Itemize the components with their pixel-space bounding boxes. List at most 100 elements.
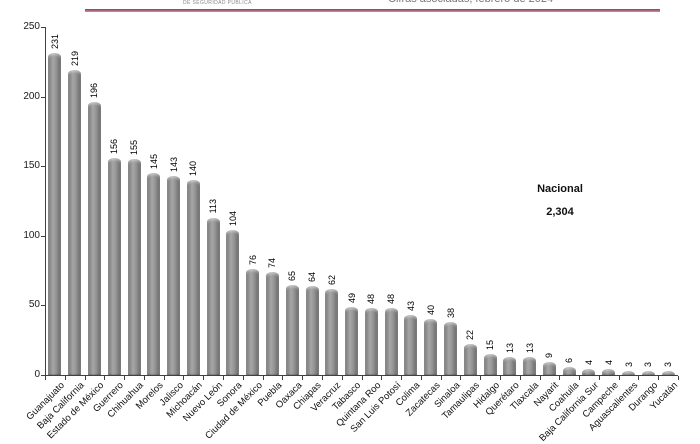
x-tick-mark (302, 376, 304, 380)
y-tick-label: 0 (34, 369, 40, 380)
x-tick-mark (638, 376, 640, 380)
bar (68, 70, 82, 375)
bar (622, 370, 636, 375)
bar-value-label: 6 (564, 357, 575, 363)
y-axis (45, 27, 46, 375)
bar-value-label: 156 (109, 138, 120, 154)
x-tick-mark (420, 376, 422, 380)
bar-value-label: 4 (583, 360, 594, 366)
bar (127, 159, 141, 375)
y-tick-mark (41, 166, 46, 168)
x-tick-mark (401, 376, 403, 380)
bar (444, 322, 458, 375)
x-tick-mark (539, 376, 541, 380)
bar (384, 308, 398, 375)
report-period-caption: Cifras asociadas, febrero de 2024 (388, 0, 553, 5)
x-tick-mark (183, 376, 185, 380)
x-tick-mark (499, 376, 501, 380)
x-tick-mark (84, 376, 86, 380)
bar (641, 370, 655, 375)
bar-value-label: 219 (69, 51, 80, 67)
x-tick-mark (282, 376, 284, 380)
bar (582, 369, 596, 375)
bar (246, 269, 260, 375)
bar-value-label: 65 (287, 270, 298, 281)
x-tick-mark (658, 376, 660, 380)
bar (503, 356, 517, 375)
bar (265, 271, 279, 375)
bar (463, 344, 477, 375)
x-tick-mark (519, 376, 521, 380)
y-tick-label: 100 (23, 229, 40, 241)
y-tick-mark (41, 305, 46, 307)
bar-value-label: 143 (168, 156, 179, 172)
bar (285, 284, 299, 375)
bar (483, 354, 497, 375)
x-tick-mark (618, 376, 620, 380)
bar (107, 157, 121, 375)
y-tick-label: 200 (23, 90, 40, 102)
x-tick-mark (598, 376, 600, 380)
bar (325, 288, 339, 375)
y-tick-label: 250 (23, 21, 40, 32)
x-axis (45, 375, 678, 376)
x-tick-mark (104, 376, 106, 380)
x-tick-mark (440, 376, 442, 380)
x-tick-mark (460, 376, 462, 380)
x-tick-mark (124, 376, 126, 380)
nacional-value: 2,304 (546, 206, 574, 218)
bar (305, 285, 319, 375)
bar (167, 175, 181, 375)
bar-value-label: 155 (129, 140, 140, 156)
bar-value-label: 49 (346, 292, 357, 303)
x-tick-mark (381, 376, 383, 380)
x-tick-mark (163, 376, 165, 380)
x-tick-mark (341, 376, 343, 380)
bar (364, 308, 378, 375)
bar (562, 366, 576, 375)
bar (206, 217, 220, 375)
y-tick-mark (41, 235, 46, 237)
bar-value-label: 4 (603, 360, 614, 366)
y-tick-mark (41, 27, 46, 28)
bar-value-label: 140 (188, 161, 199, 177)
bar (345, 306, 359, 375)
logo-caption: DE SEGURIDAD PÚBLICA (183, 0, 252, 6)
bar (147, 173, 161, 375)
x-tick-mark (361, 376, 363, 380)
bar-value-label: 38 (445, 308, 456, 319)
x-tick-mark (321, 376, 323, 380)
bar-value-label: 3 (623, 361, 634, 367)
x-tick-mark (480, 376, 482, 380)
bar (48, 53, 62, 375)
bar (424, 319, 438, 375)
bar-value-label: 13 (524, 342, 535, 353)
nacional-label: Nacional (537, 183, 583, 195)
bar (186, 180, 200, 375)
y-tick-mark (41, 375, 46, 376)
bar-value-label: 145 (148, 154, 159, 170)
bar-value-label: 231 (49, 34, 60, 50)
nacional-annotation: Nacional 2,304 (505, 183, 615, 218)
bar-value-label: 22 (465, 330, 476, 341)
header-divider-rule (85, 9, 660, 12)
x-tick-mark (678, 376, 679, 380)
x-tick-mark (559, 376, 561, 380)
x-tick-mark (64, 376, 66, 380)
x-tick-mark (223, 376, 225, 380)
bar-value-label: 113 (208, 199, 219, 214)
x-tick-mark (262, 376, 264, 380)
bar-value-label: 196 (89, 83, 100, 99)
x-tick-mark (143, 376, 145, 380)
bar-value-label: 74 (267, 257, 278, 268)
bar-value-label: 43 (405, 301, 416, 312)
x-tick-mark (579, 376, 581, 380)
bar (602, 369, 616, 375)
bar-value-label: 104 (227, 211, 238, 227)
y-tick-label: 50 (28, 299, 40, 311)
bar-value-label: 62 (326, 274, 337, 285)
bar (404, 315, 418, 375)
bar-value-label: 3 (643, 361, 654, 367)
bar-value-label: 3 (663, 361, 674, 367)
bar-value-label: 13 (504, 342, 515, 353)
